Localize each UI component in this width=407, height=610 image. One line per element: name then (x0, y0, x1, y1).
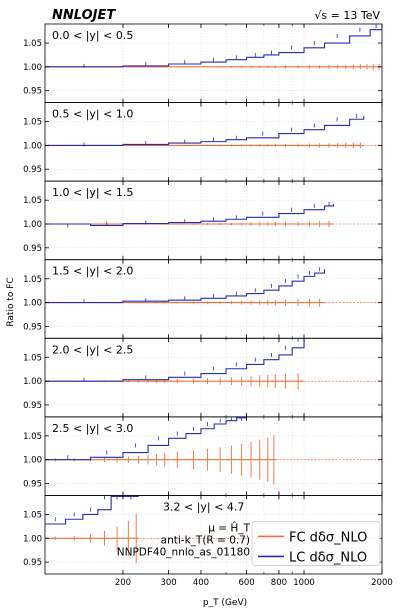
x-tick-label: 300 (160, 578, 176, 588)
y-tick-label: 1.05 (23, 39, 42, 49)
panel-rapidity-label: 2.0 < |y| < 2.5 (52, 343, 133, 356)
panel-rapidity-label: 1.0 < |y| < 1.5 (52, 186, 133, 199)
panel-2: 0.95 1.00 1.05 1.0 < |y| < 1.5 (23, 180, 383, 261)
panel-rapidity-label: 2.5 < |y| < 3.0 (52, 422, 133, 435)
x-tick-label: 200 (115, 578, 131, 588)
energy-label: √s = 13 TeV (314, 9, 380, 22)
brand-title: NNLOJET (52, 8, 116, 23)
legend-box (251, 521, 381, 566)
legend: FC dδσ_NLO LC dδσ_NLO (251, 521, 381, 566)
panel-rapidity-label: 3.2 < |y| < 4.7 (163, 500, 244, 513)
lc-series-line (45, 417, 247, 461)
panel-3: 0.95 1.00 1.05 1.5 < |y| < 2.0 (23, 259, 383, 339)
y-axis-title: Ratio to FC (6, 277, 16, 326)
y-tick-label: 0.95 (23, 244, 42, 254)
y-tick-label: 0.95 (23, 165, 42, 175)
y-tick-label: 0.95 (23, 322, 42, 332)
panel-4: 0.95 1.00 1.05 2.0 < |y| < 2.5 (23, 337, 383, 418)
y-tick-label: 1.00 (23, 456, 42, 466)
x-tick-label: 1000 (293, 578, 315, 588)
x-tick-label: 400 (193, 578, 209, 588)
panels-group: 0.951.001.050.0 < |y| < 0.50.951.001.050… (23, 23, 393, 588)
lc-series-line (45, 26, 383, 68)
panel-0: 0.95 1.00 1.05 0.0 < |y| < 0.5 (23, 23, 383, 103)
y-tick-label: 1.00 (23, 377, 42, 387)
y-tick-label: 0.95 (23, 401, 42, 411)
legend-label-fc: FC dδσ_NLO (289, 530, 367, 545)
y-tick-label: 1.00 (23, 299, 42, 309)
y-tick-label: 0.95 (23, 480, 42, 490)
x-tick-label: 600 (238, 578, 254, 588)
lc-series-line (45, 204, 335, 226)
panel-rapidity-label: 0.0 < |y| < 0.5 (52, 29, 133, 42)
y-tick-label: 0.95 (23, 87, 42, 97)
lc-series-line (45, 495, 139, 525)
x-tick-label: 800 (271, 578, 287, 588)
lc-series-line (45, 269, 326, 304)
y-tick-label: 1.05 (23, 118, 42, 128)
x-axis-title: p_T (GeV) (203, 598, 247, 608)
y-tick-label: 1.05 (23, 275, 42, 285)
scale-note: anti-k_T(R = 0.7) (161, 534, 250, 546)
legend-label-lc: LC dδσ_NLO (289, 550, 367, 565)
y-tick-label: 1.05 (23, 196, 42, 206)
panel-1: 0.95 1.00 1.05 0.5 < |y| < 1.0 (23, 102, 383, 182)
y-tick-label: 1.00 (23, 141, 42, 151)
scale-note: NNPDF40_nnlo_as_01180 (117, 546, 250, 558)
y-tick-label: 1.00 (23, 534, 42, 544)
y-tick-label: 1.05 (23, 353, 42, 363)
x-tick-label: 2000 (371, 578, 393, 588)
panel-5: 0.95 1.00 1.05 2.5 < |y| < 3.0 (23, 416, 383, 496)
y-tick-label: 0.95 (23, 558, 42, 568)
y-tick-label: 1.05 (23, 432, 42, 442)
lc-series-line (45, 115, 365, 146)
scale-note: μ = Ĥ_T (208, 521, 250, 534)
panel-frame (44, 495, 383, 575)
lc-series-line (45, 339, 305, 382)
panel-rapidity-label: 1.5 < |y| < 2.0 (52, 265, 133, 278)
y-tick-label: 1.00 (23, 63, 42, 73)
panel-rapidity-label: 0.5 < |y| < 1.0 (52, 108, 133, 121)
y-tick-label: 1.00 (23, 220, 42, 230)
y-tick-label: 1.05 (23, 510, 42, 520)
